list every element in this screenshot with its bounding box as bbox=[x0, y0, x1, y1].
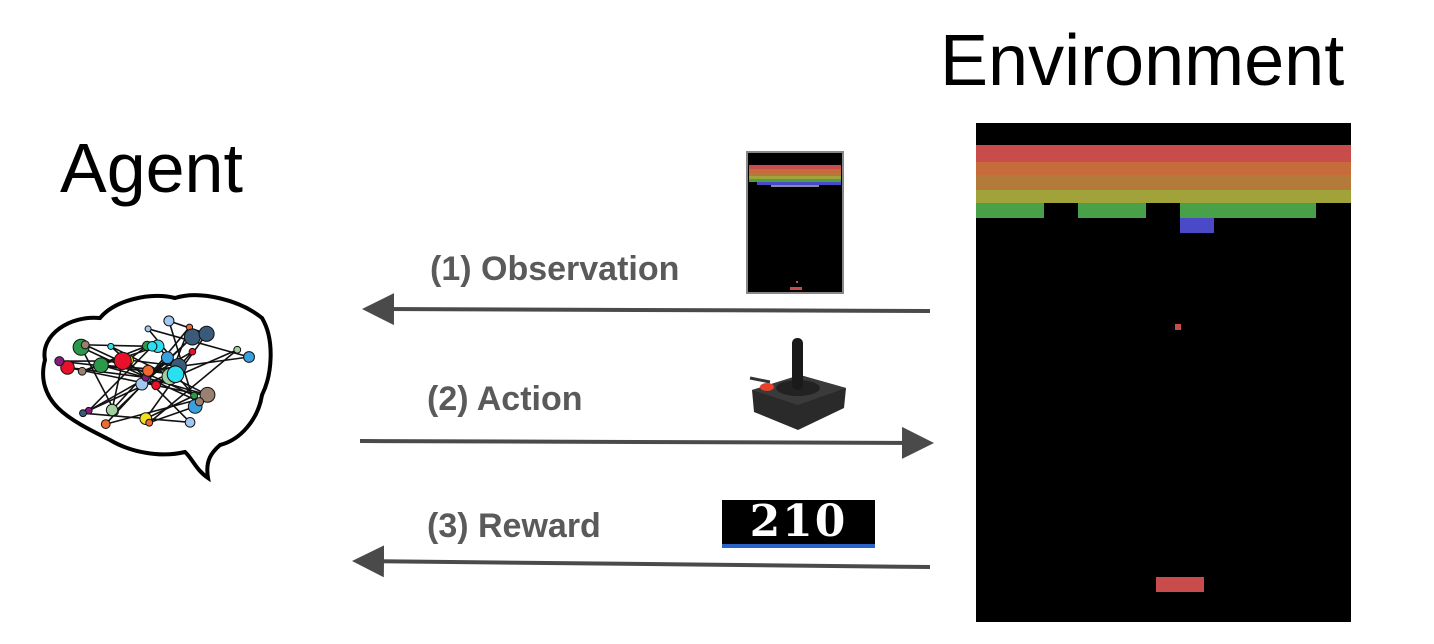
action-arrow bbox=[359, 426, 934, 459]
brain-node bbox=[183, 328, 201, 346]
breakout-game-screen bbox=[976, 123, 1351, 622]
observation-thumbnail bbox=[746, 151, 844, 294]
joystick-icon bbox=[749, 338, 846, 430]
brain-node bbox=[190, 391, 199, 400]
brain-node bbox=[107, 342, 115, 350]
brain-node bbox=[79, 409, 88, 418]
brain-link bbox=[100, 364, 176, 372]
brain-node bbox=[77, 366, 87, 376]
brain-link bbox=[82, 412, 191, 424]
brain-node bbox=[145, 418, 154, 427]
observation-label: (1) Observation bbox=[430, 250, 680, 288]
brain-link bbox=[85, 344, 153, 348]
brain-link bbox=[80, 346, 200, 403]
observation-arrow bbox=[362, 293, 931, 326]
brain-node bbox=[144, 325, 152, 333]
brain-node bbox=[80, 340, 90, 350]
brain-node bbox=[194, 397, 205, 407]
brain-node bbox=[146, 341, 158, 352]
paddle bbox=[1156, 577, 1204, 592]
brain-link bbox=[148, 356, 250, 372]
reward-arrow bbox=[352, 545, 931, 578]
brain-node bbox=[184, 417, 196, 428]
environment-title: Environment bbox=[940, 21, 1345, 101]
brain-node bbox=[243, 351, 255, 363]
brain-node bbox=[233, 345, 242, 354]
brain-node bbox=[113, 351, 132, 370]
brain-link bbox=[82, 370, 176, 414]
brain-node bbox=[60, 360, 75, 375]
agent-title: Agent bbox=[60, 129, 243, 207]
brain-node bbox=[100, 419, 111, 429]
brain-node bbox=[93, 357, 109, 374]
brain-node bbox=[199, 386, 216, 403]
brain-node bbox=[163, 315, 175, 327]
brain-node bbox=[151, 380, 161, 391]
brain-node bbox=[198, 325, 215, 342]
brain-link bbox=[145, 394, 195, 420]
brain-link bbox=[148, 349, 238, 424]
brain-network-icon bbox=[41, 293, 273, 483]
brain-link bbox=[128, 359, 179, 368]
action-label: (2) Action bbox=[427, 380, 583, 418]
ball bbox=[1175, 324, 1181, 330]
brain-node bbox=[188, 347, 197, 356]
reward-score-display: 210 bbox=[722, 500, 875, 548]
brain-node bbox=[54, 356, 65, 367]
brain-node bbox=[105, 403, 119, 417]
reward-label: (3) Reward bbox=[427, 507, 601, 545]
brain-node bbox=[160, 351, 174, 365]
brain-node bbox=[142, 364, 155, 377]
brain-node bbox=[166, 365, 185, 384]
